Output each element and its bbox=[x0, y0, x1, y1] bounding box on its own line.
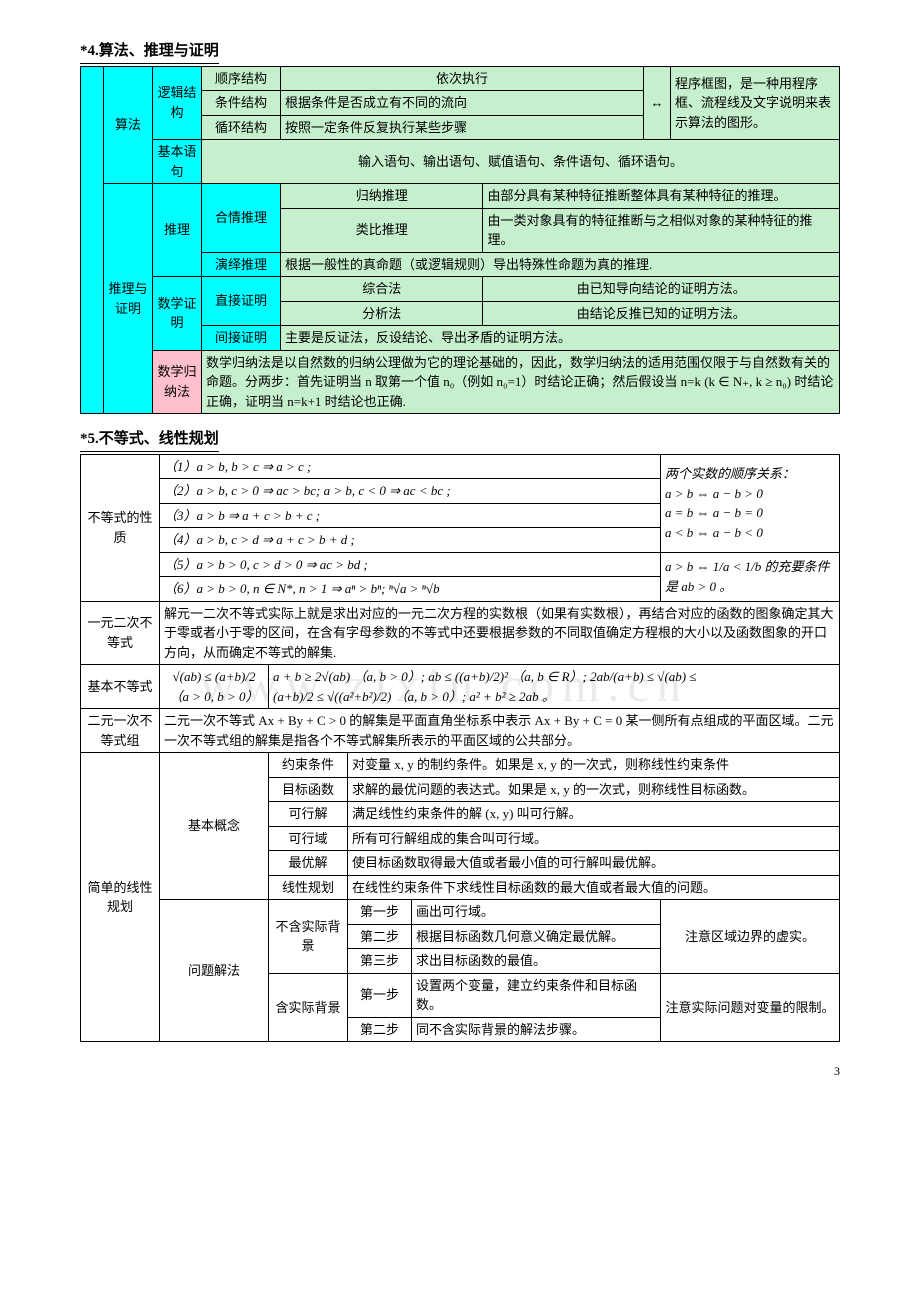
induction-text: 数学归纳法是以自然数的归纳公理做为它的理论基础的，因此，数学归纳法的适用范围仅限… bbox=[202, 350, 840, 414]
reasoning-label: 推理 bbox=[153, 184, 202, 277]
zonghe-c1: 综合法 bbox=[281, 277, 483, 302]
basic-stmt-text: 输入语句、输出语句、赋值语句、条件语句、循环语句。 bbox=[202, 140, 840, 184]
hasbg-1-c1: 第二步 bbox=[348, 1017, 412, 1042]
seq-text: 依次执行 bbox=[281, 66, 644, 91]
yanyi-c1: 演绎推理 bbox=[202, 252, 281, 277]
section4-title: *4.算法、推理与证明 bbox=[80, 40, 219, 64]
ineq-prop-2: （2）a > b, c > 0 ⇒ ac > bc; a > b, c < 0 … bbox=[160, 479, 661, 504]
yanyi-c2: 根据一般性的真命题（或逻辑规则）导出特殊性命题为真的推理. bbox=[281, 252, 840, 277]
binary-ineq-label: 二元一次不等式组 bbox=[81, 709, 160, 753]
concept-0-c1: 约束条件 bbox=[269, 753, 348, 778]
concept-2-c1: 可行解 bbox=[269, 802, 348, 827]
section5-table: 不等式的性质 （1）a > b, b > c ⇒ a > c ; 两个实数的顺序… bbox=[80, 454, 840, 1043]
concept-5-c1: 线性规划 bbox=[269, 875, 348, 900]
linprog-label: 简单的线性规划 bbox=[81, 753, 160, 1042]
guina-c1: 归纳推理 bbox=[281, 184, 483, 209]
nobg-2-c2: 求出目标函数的最值。 bbox=[412, 949, 661, 974]
ineq-prop-1: （1）a > b, b > c ⇒ a > c ; bbox=[160, 454, 661, 479]
quadratic-label: 一元二次不等式 bbox=[81, 601, 160, 665]
concept-3-c2: 所有可行解组成的集合叫可行域。 bbox=[348, 826, 840, 851]
fenxi-c1: 分析法 bbox=[281, 301, 483, 326]
jianjie-c1: 间接证明 bbox=[202, 326, 281, 351]
concept-2-c2: 满足线性约束条件的解 (x, y) 叫可行解。 bbox=[348, 802, 840, 827]
quadratic-text: 解元一二次不等式实际上就是求出对应的一元二次方程的实数根（如果有实数根），再结合… bbox=[160, 601, 840, 665]
leibi-c1: 类比推理 bbox=[281, 208, 483, 252]
fenxi-c2: 由结论反推已知的证明方法。 bbox=[483, 301, 840, 326]
ineq-prop-4: （4）a > b, c > d ⇒ a + c > b + d ; bbox=[160, 528, 661, 553]
flowchart-text: 程序框图，是一种用程序框、流程线及文字说明来表示算法的图形。 bbox=[671, 66, 840, 140]
loop-struct: 循环结构 bbox=[202, 115, 281, 140]
concept-0-c2: 对变量 x, y 的制约条件。如果是 x, y 的一次式，则称线性约束条件 bbox=[348, 753, 840, 778]
concept-1-c1: 目标函数 bbox=[269, 777, 348, 802]
seq-struct: 顺序结构 bbox=[202, 66, 281, 91]
hasbg-0-c2: 设置两个变量，建立约束条件和目标函数。 bbox=[412, 973, 661, 1017]
ineq-prop-3: （3）a > b ⇒ a + c > b + c ; bbox=[160, 503, 661, 528]
zhijie-label: 直接证明 bbox=[202, 277, 281, 326]
nobg-2-c1: 第三步 bbox=[348, 949, 412, 974]
basic-ineq-left: √(ab) ≤ (a+b)/2 （a > 0, b > 0） bbox=[160, 665, 269, 709]
reasoning-proof-label: 推理与证明 bbox=[104, 184, 153, 414]
guina-c2: 由部分具有某种特征推断整体具有某种特征的推理。 bbox=[483, 184, 840, 209]
jianjie-c2: 主要是反证法，反设结论、导出矛盾的证明方法。 bbox=[281, 326, 840, 351]
hasbg-1-c2: 同不含实际背景的解法步骤。 bbox=[412, 1017, 661, 1042]
ineq-props-label: 不等式的性质 bbox=[81, 454, 160, 601]
basic-stmt-label: 基本语句 bbox=[153, 140, 202, 184]
leibi-c2: 由一类对象具有的特征推断与之相似对象的某种特征的推理。 bbox=[483, 208, 840, 252]
concept-5-c2: 在线性约束条件下求线性目标函数的最大值或者最大值的问题。 bbox=[348, 875, 840, 900]
nobg-0-c1: 第一步 bbox=[348, 900, 412, 925]
nobg-note: 注意区域边界的虚实。 bbox=[661, 900, 840, 974]
ineq-prop-5: （5）a > b > 0, c > d > 0 ⇒ ac > bd ; bbox=[160, 552, 661, 577]
section4-table: 算法 逻辑结构 顺序结构 依次执行 ↔ 程序框图，是一种用程序框、流程线及文字说… bbox=[80, 66, 840, 415]
has-bg-label: 含实际背景 bbox=[269, 973, 348, 1042]
loop-text: 按照一定条件反复执行某些步骤 bbox=[281, 115, 644, 140]
proof-label: 数学证明 bbox=[153, 277, 202, 351]
hasbg-0-c1: 第一步 bbox=[348, 973, 412, 1017]
heqing-label: 合情推理 bbox=[202, 184, 281, 253]
no-bg-label: 不含实际背景 bbox=[269, 900, 348, 974]
nobg-1-c1: 第二步 bbox=[348, 924, 412, 949]
cond-struct: 条件结构 bbox=[202, 91, 281, 116]
basic-ineq-right: a + b ≥ 2√(ab) （a, b > 0）; ab ≤ ((a+b)/2… bbox=[269, 665, 840, 709]
nobg-0-c2: 画出可行域。 bbox=[412, 900, 661, 925]
induction-label: 数学归纳法 bbox=[153, 350, 202, 414]
concept-4-c2: 使目标函数取得最大值或者最小值的可行解叫最优解。 bbox=[348, 851, 840, 876]
page-number: 3 bbox=[80, 1062, 840, 1080]
nobg-1-c2: 根据目标函数几何意义确定最优解。 bbox=[412, 924, 661, 949]
concepts-label: 基本概念 bbox=[160, 753, 269, 900]
concept-3-c1: 可行域 bbox=[269, 826, 348, 851]
ineq-right1: 两个实数的顺序关系： a > b ⇔ a − b > 0 a = b ⇔ a −… bbox=[661, 454, 840, 552]
binary-ineq-text: 二元一次不等式 Ax + By + C > 0 的解集是平面直角坐标系中表示 A… bbox=[160, 709, 840, 753]
hasbg-note: 注意实际问题对变量的限制。 bbox=[661, 973, 840, 1042]
algorithm-label: 算法 bbox=[104, 66, 153, 184]
arrow: ↔ bbox=[644, 66, 671, 140]
section5-title: *5.不等式、线性规划 bbox=[80, 428, 219, 452]
zonghe-c2: 由已知导向结论的证明方法。 bbox=[483, 277, 840, 302]
cond-text: 根据条件是否成立有不同的流向 bbox=[281, 91, 644, 116]
ineq-prop-6: （6）a > b > 0, n ∈ N*, n > 1 ⇒ aⁿ > bⁿ; ⁿ… bbox=[160, 577, 661, 602]
method-label: 问题解法 bbox=[160, 900, 269, 1042]
logic-label: 逻辑结构 bbox=[153, 66, 202, 140]
concept-1-c2: 求解的最优问题的表达式。如果是 x, y 的一次式，则称线性目标函数。 bbox=[348, 777, 840, 802]
basic-ineq-label: 基本不等式 bbox=[81, 665, 160, 709]
ineq-right2: a > b ⇔ 1/a < 1/b 的充要条件是 ab > 0 。 bbox=[661, 552, 840, 601]
concept-4-c1: 最优解 bbox=[269, 851, 348, 876]
